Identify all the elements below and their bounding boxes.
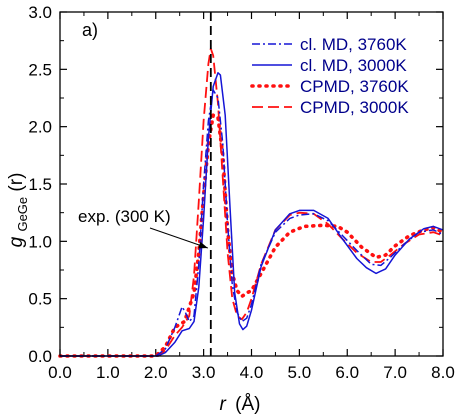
x-tick-label: 6.0	[335, 363, 359, 382]
x-tick-label: 0.0	[48, 363, 72, 382]
y-axis-label-arg: (r)	[6, 173, 27, 192]
annotation-group: exp. (300 K)	[78, 207, 208, 249]
x-tick-label: 8.0	[431, 363, 455, 382]
y-tick-label: 0.5	[28, 290, 52, 309]
y-tick-label: 2.5	[28, 60, 52, 79]
x-tick-label: 2.0	[144, 363, 168, 382]
annotation-arrow	[149, 227, 208, 249]
x-tick-labels: 0.0 1.0 2.0 3.0 4.0 5.0 6.0 7.0 8.0	[48, 363, 455, 382]
x-axis-label-var: r	[220, 394, 227, 415]
series-lines	[58, 12, 445, 358]
x-tick-label: 7.0	[383, 363, 407, 382]
annotation-label: exp. (300 K)	[78, 207, 171, 226]
y-tick-label: 2.0	[28, 118, 52, 137]
legend: cl. MD, 3760K cl. MD, 3000K CPMD, 3760K CPM…	[250, 35, 409, 117]
y-tick-label: 0.0	[28, 347, 52, 366]
y-axis-label: g GeGe (r)	[6, 173, 32, 248]
legend-label-3: CPMD, 3000K	[300, 98, 409, 117]
y-tick-label: 1.0	[28, 232, 52, 251]
y-tick-label: 3.0	[28, 3, 52, 22]
x-tick-label: 4.0	[240, 363, 264, 382]
legend-label-1: cl. MD, 3000K	[300, 56, 407, 75]
annotation-arrowhead	[198, 241, 208, 249]
legend-label-0: cl. MD, 3760K	[300, 35, 407, 54]
y-tick-label: 1.5	[28, 175, 52, 194]
series-line-1	[60, 72, 444, 357]
x-tick-label: 1.0	[96, 363, 120, 382]
series-line-2	[58, 113, 445, 358]
x-tick-label: 3.0	[192, 363, 216, 382]
tick-marks	[59, 11, 444, 357]
y-tick-labels: 0.0 0.5 1.0 1.5 2.0 2.5 3.0	[28, 3, 52, 366]
x-tick-label: 5.0	[288, 363, 312, 382]
panel-label: a)	[82, 20, 98, 40]
legend-label-2: CPMD, 3760K	[300, 77, 409, 96]
plot-frame	[59, 11, 444, 357]
x-axis-label: r (Å)	[220, 394, 261, 415]
series-line-0	[60, 89, 444, 357]
series-line-3	[60, 47, 444, 357]
y-axis-label-var: g	[6, 236, 27, 247]
x-axis-label-unit: (Å)	[235, 394, 260, 415]
y-axis-label-sub: GeGe	[15, 197, 30, 232]
